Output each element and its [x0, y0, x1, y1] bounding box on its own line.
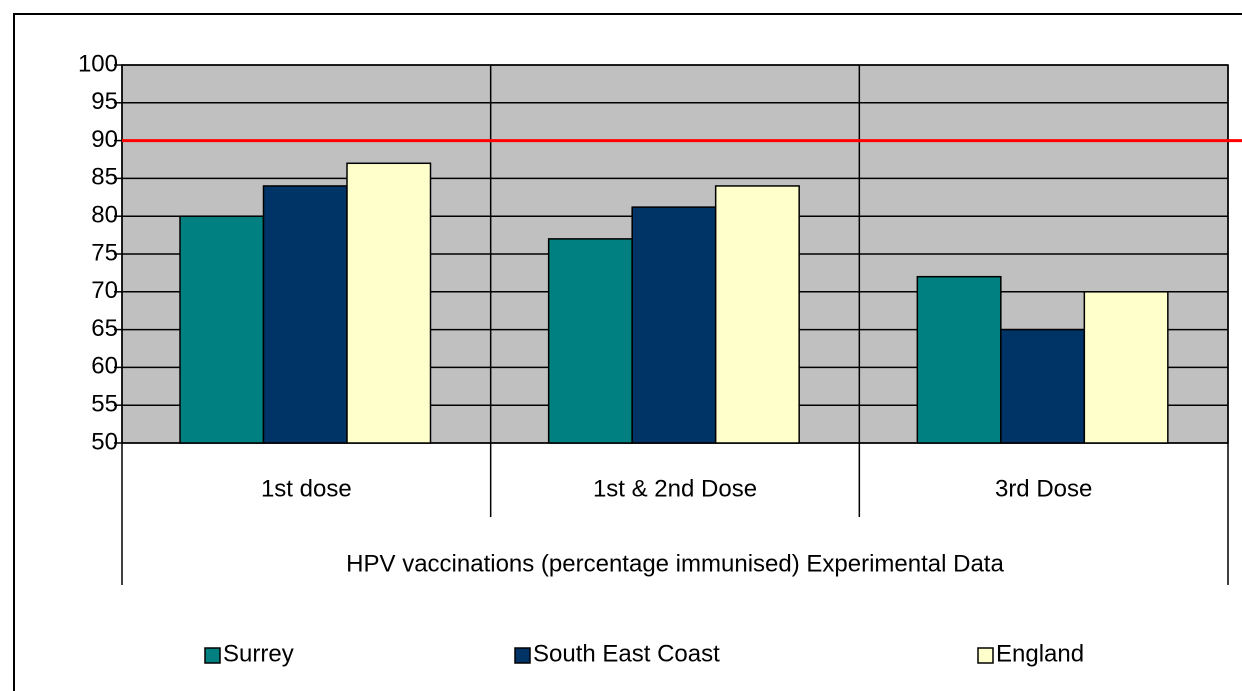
legend-swatch [514, 647, 531, 664]
y-tick-label: 70 [91, 277, 118, 304]
y-tick-label: 60 [91, 353, 118, 380]
legend-label: England [996, 640, 1084, 667]
legend-label: Surrey [223, 640, 294, 667]
bar [714, 185, 800, 444]
bar [916, 275, 1002, 444]
y-tick-label: 55 [91, 391, 118, 418]
y-tick-label: 95 [91, 88, 118, 115]
bar [1000, 328, 1086, 444]
y-tick-label: 100 [78, 50, 118, 77]
legend-swatch [977, 647, 994, 664]
bar [547, 238, 633, 444]
bar [631, 206, 717, 444]
bar [262, 185, 348, 444]
legend-swatch [204, 647, 221, 664]
legend-label: South East Coast [533, 640, 720, 667]
y-tick-label: 80 [91, 202, 118, 229]
bar [179, 215, 265, 444]
bar [346, 162, 432, 444]
y-tick-label: 50 [91, 428, 118, 455]
bar [1083, 291, 1169, 444]
y-tick-label: 75 [91, 239, 118, 266]
x-tick-label: 3rd Dose [995, 475, 1092, 502]
x-tick-label: 1st dose [261, 475, 352, 502]
y-tick-label: 90 [91, 126, 118, 153]
x-tick-label: 1st & 2nd Dose [593, 475, 757, 502]
y-tick-label: 85 [91, 164, 118, 191]
x-axis-title: HPV vaccinations (percentage immunised) … [346, 550, 1004, 577]
y-tick-label: 65 [91, 315, 118, 342]
